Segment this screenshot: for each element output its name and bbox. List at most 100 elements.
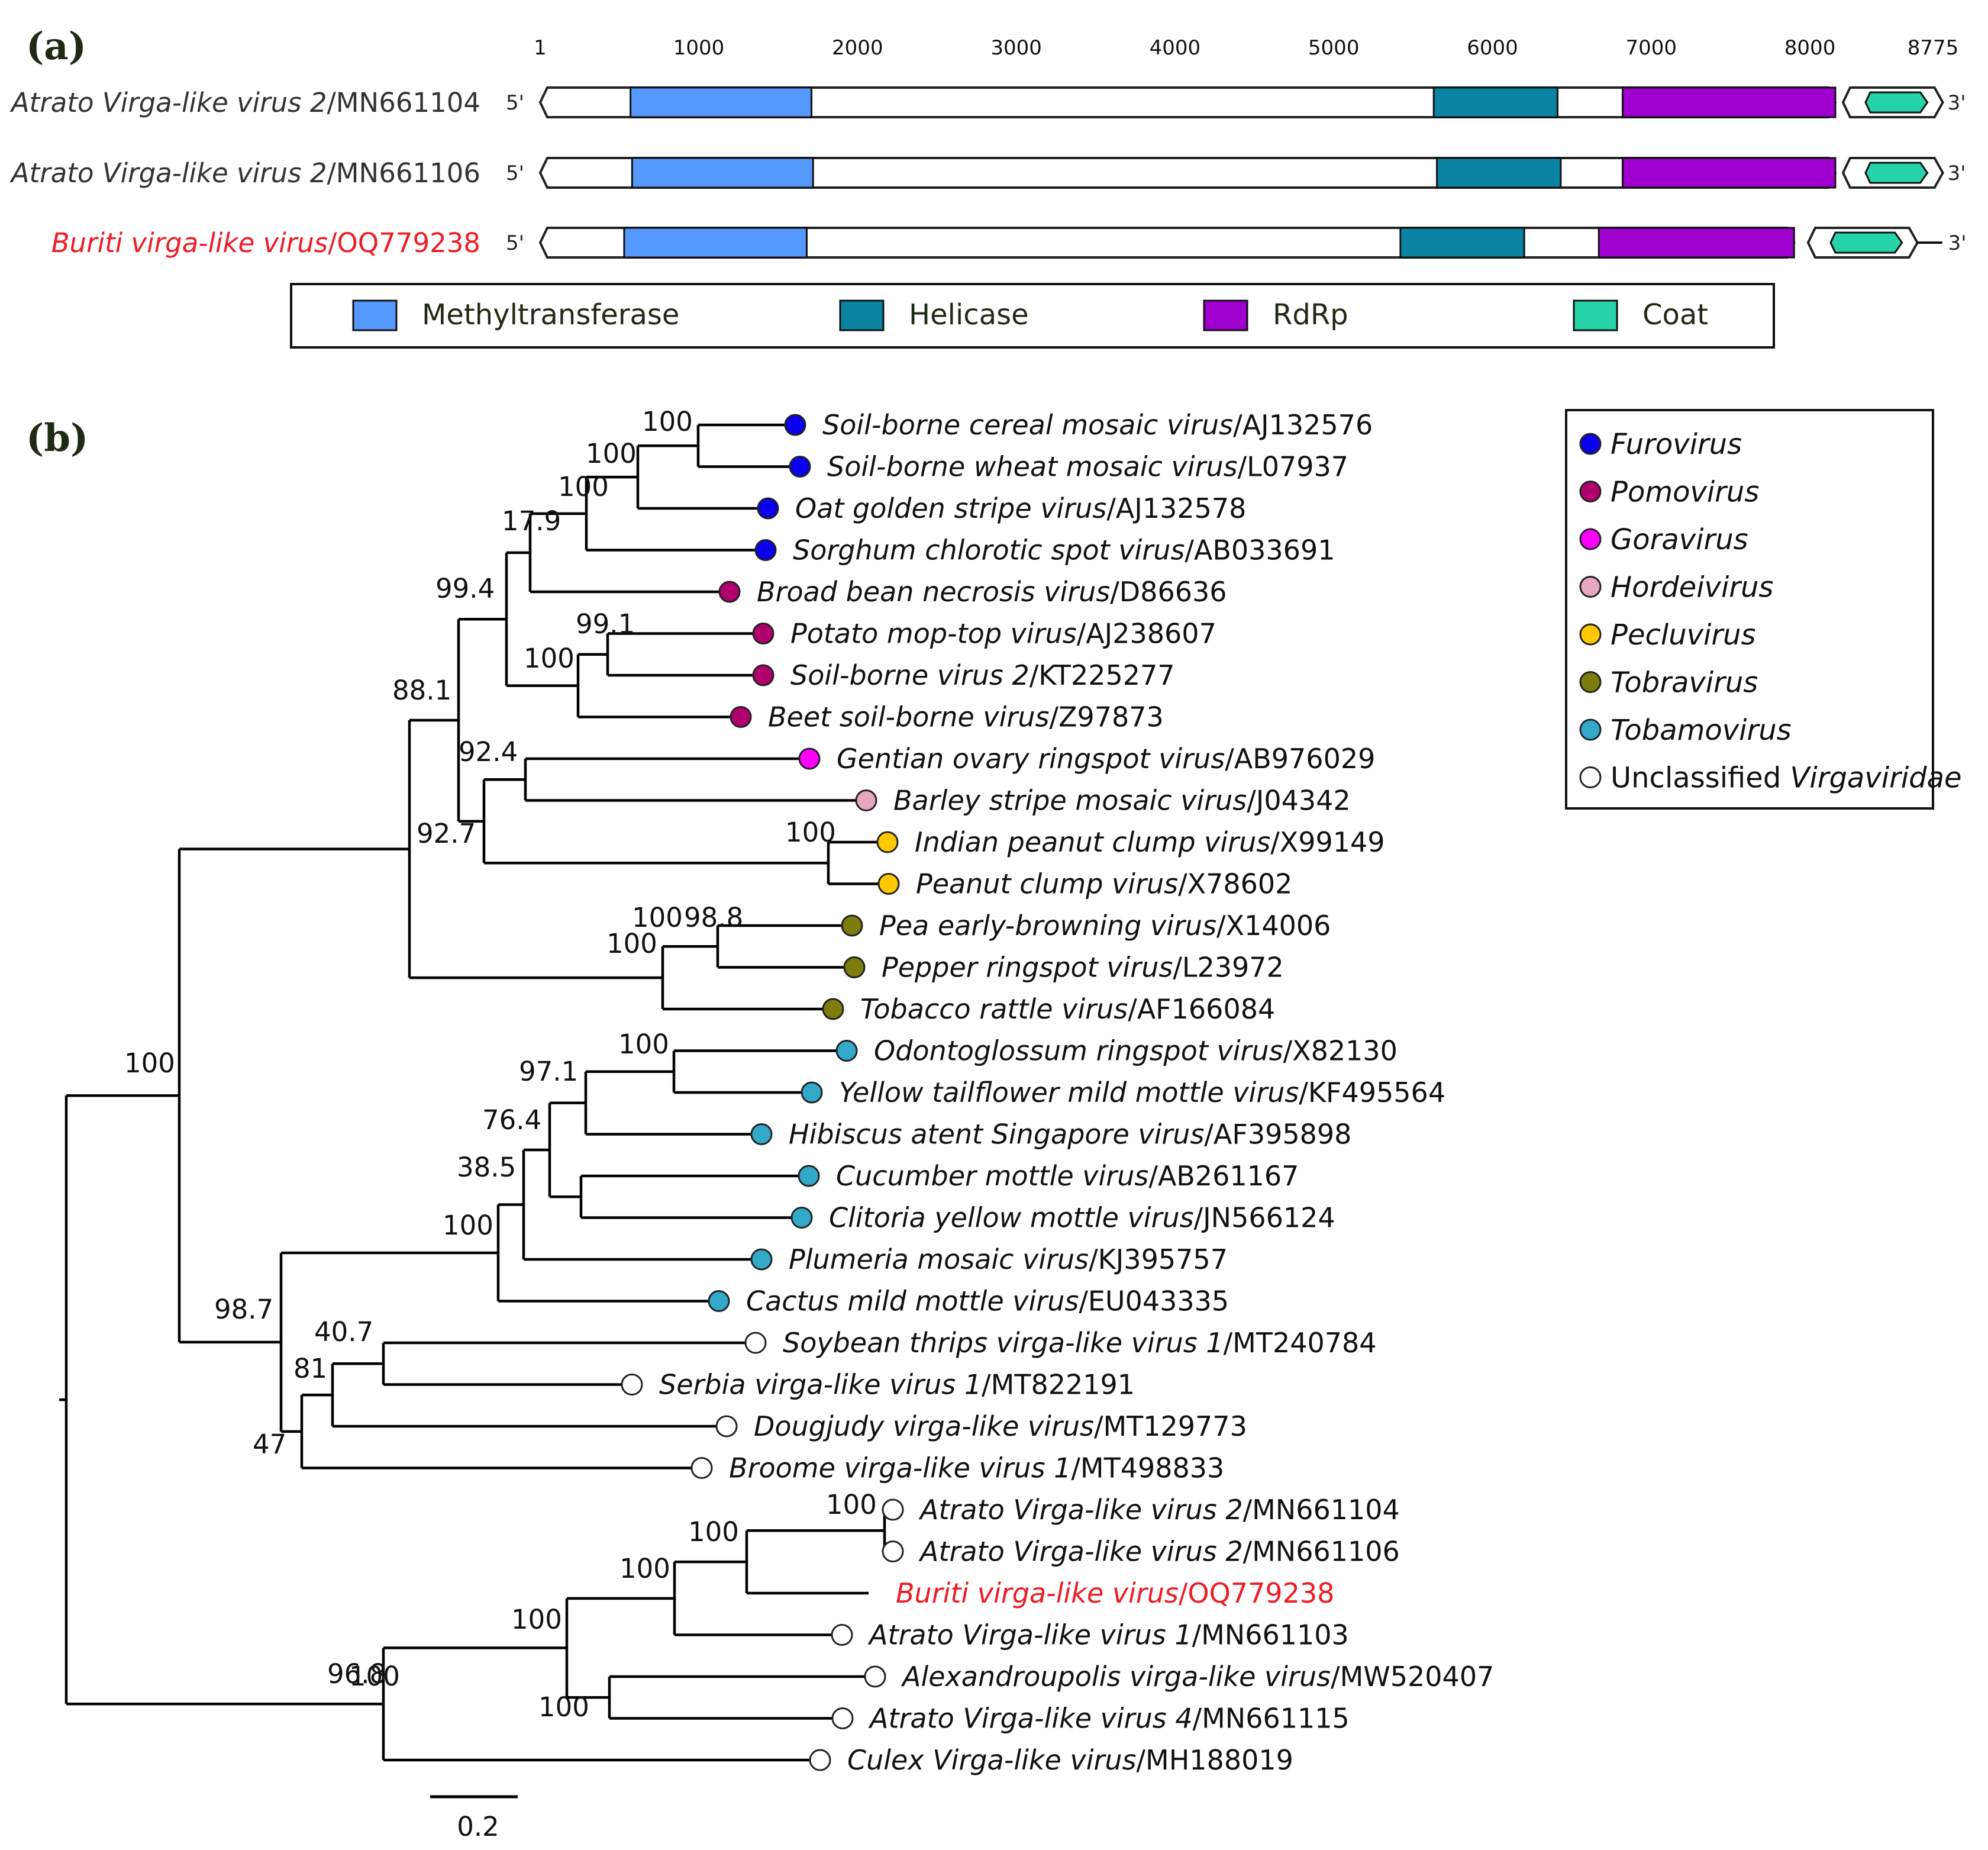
tip-marker <box>708 1290 730 1312</box>
taxon-name: Atrato Virga-like virus 4 <box>868 1703 1193 1735</box>
tip-marker <box>831 1707 854 1729</box>
taxon-accession: /X82130 <box>1283 1035 1398 1067</box>
taxon-accession: /AJ132578 <box>1106 492 1246 524</box>
helicase-domain <box>1436 157 1562 189</box>
genus-legend-frame <box>1565 409 1934 810</box>
bootstrap-value: 100 <box>524 643 575 674</box>
tip-marker <box>877 873 900 895</box>
taxon-label: Oat golden stripe virus/AJ132578 <box>795 492 1246 524</box>
genus-legend-marker <box>1579 718 1602 741</box>
taxon-name: Clitoria yellow mottle virus <box>829 1202 1194 1234</box>
five-prime-label: 5' <box>506 231 524 255</box>
bootstrap-value: 17.9 <box>502 505 561 537</box>
taxon-name: Barley stripe mosaic virus <box>893 785 1247 817</box>
five-prime-label: 5' <box>506 91 524 115</box>
taxon-label: Pepper ringspot virus/L23972 <box>882 952 1284 984</box>
taxon-name: Atrato Virga-like virus 2 <box>918 1536 1243 1568</box>
taxon-accession: /KT225277 <box>1030 659 1175 691</box>
genus-legend-marker <box>1579 766 1602 788</box>
bootstrap-value: 92.4 <box>459 736 518 768</box>
taxon-name: Yellow tailflower mild mottle virus <box>839 1077 1299 1108</box>
panel-b-label: (b) <box>26 416 88 460</box>
three-prime-label: 3' <box>1948 231 1967 255</box>
taxon-accession: /MN661103 <box>1192 1619 1349 1651</box>
bootstrap-value: 100 <box>826 1489 877 1520</box>
taxon-label: Soil-borne wheat mosaic virus/L07937 <box>827 451 1348 483</box>
genus-legend-genus: Virgaviridae <box>1790 762 1962 795</box>
taxon-label: Barley stripe mosaic virus/J04342 <box>893 785 1351 817</box>
three-prime-label: 3' <box>1948 91 1966 115</box>
tip-marker <box>843 956 866 978</box>
tip-marker <box>690 1457 713 1479</box>
taxon-name: Soil-borne cereal mosaic virus <box>822 409 1233 441</box>
coat-domain <box>1864 162 1929 184</box>
bootstrap-value: 100 <box>785 817 836 848</box>
bootstrap-value: 100 <box>619 1553 670 1584</box>
taxon-accession: /MN661104 <box>1243 1494 1400 1526</box>
taxon-label: Atrato Virga-like virus 2/MN661104 <box>918 1494 1400 1526</box>
scale-bar-label: 0.2 <box>457 1811 499 1842</box>
coat-domain <box>1829 231 1903 254</box>
five-prime-label: 5' <box>506 162 524 185</box>
taxon-label: Pea early-browning virus/X14006 <box>879 910 1331 942</box>
taxon-name: Culex Virga-like virus <box>847 1744 1137 1776</box>
taxon-name: Broome virga-like virus 1 <box>729 1452 1071 1484</box>
genome-name: Atrato Virga-like virus 2 <box>9 157 327 189</box>
taxon-name: Sorghum chlorotic spot virus <box>793 534 1185 566</box>
bootstrap-value: 97.1 <box>519 1056 578 1087</box>
axis-tick-label: 3000 <box>990 36 1042 60</box>
taxon-label: Atrato Virga-like virus 1/MN661103 <box>867 1619 1349 1651</box>
methyltransferase-domain <box>630 86 813 118</box>
phylogenetic-tree <box>59 423 893 1762</box>
tip-marker <box>784 414 806 436</box>
taxon-accession: /AJ132576 <box>1233 409 1373 441</box>
coat-domain <box>1864 91 1929 114</box>
tip-marker <box>718 581 741 603</box>
taxon-label: Odontoglossum ringspot virus/X82130 <box>874 1035 1398 1067</box>
taxon-accession: /MH188019 <box>1137 1744 1293 1776</box>
bootstrap-value: 76.4 <box>482 1104 541 1136</box>
bootstrap-value: 100 <box>349 1661 400 1692</box>
taxon-accession: /OQ779238 <box>1179 1577 1335 1609</box>
taxon-accession: /D86636 <box>1110 576 1227 608</box>
taxon-name: Cucumber mottle virus <box>836 1160 1148 1192</box>
taxon-label: Cactus mild mottle virus/EU043335 <box>746 1285 1229 1317</box>
bootstrap-value: 92.7 <box>417 818 476 849</box>
taxon-name: Buriti virga-like virus <box>896 1577 1179 1609</box>
genus-legend-genus: Pomovirus <box>1611 476 1759 509</box>
bootstrap-value: 100 <box>586 438 637 469</box>
genus-legend-label: Furovirus <box>1611 428 1742 461</box>
genus-legend-label: Unclassified Virgaviridae <box>1611 762 1962 795</box>
legend-swatch <box>839 299 885 331</box>
tip-marker <box>798 1165 820 1187</box>
legend-swatch <box>1573 299 1618 331</box>
taxon-label: Buriti virga-like virus/OQ779238 <box>896 1577 1334 1609</box>
taxon-accession: /Z97873 <box>1049 701 1163 733</box>
bootstrap-value: 98.8 <box>684 902 743 933</box>
genus-legend-label: Pecluvirus <box>1611 618 1756 652</box>
taxon-accession: /EU043335 <box>1079 1285 1229 1317</box>
panel-a-label: (a) <box>26 24 86 69</box>
genome-accession: /MN661106 <box>327 157 480 189</box>
genome-accession: /OQ779238 <box>328 227 480 259</box>
taxon-label: Soil-borne cereal mosaic virus/AJ132576 <box>822 409 1373 441</box>
taxon-label: Clitoria yellow mottle virus/JN566124 <box>829 1202 1335 1234</box>
tip-marker <box>750 1248 773 1271</box>
tip-marker <box>876 831 899 853</box>
taxon-label: Alexandroupolis virga-like virus/MW52040… <box>901 1661 1494 1693</box>
genus-legend-marker <box>1579 433 1602 455</box>
taxon-accession: /J04342 <box>1247 785 1350 817</box>
tip-marker <box>835 1040 858 1062</box>
genus-legend-genus: Tobravirus <box>1611 666 1758 700</box>
tip-marker <box>754 539 777 561</box>
taxon-label: Sorghum chlorotic spot virus/AB033691 <box>793 534 1335 566</box>
taxon-accession: /JN566124 <box>1194 1202 1335 1234</box>
taxon-label: Culex Virga-like virus/MH188019 <box>847 1744 1293 1776</box>
bootstrap-value: 99.4 <box>435 573 495 604</box>
taxon-accession: /AJ238607 <box>1077 618 1216 650</box>
legend-label: Methyltransferase <box>422 298 679 331</box>
tip-marker <box>757 497 779 520</box>
tip-marker <box>715 1415 738 1438</box>
taxon-accession: /L23972 <box>1173 952 1283 984</box>
genome-row: Buriti virga-like virus/OQ779238 5' 3' <box>51 227 1967 259</box>
